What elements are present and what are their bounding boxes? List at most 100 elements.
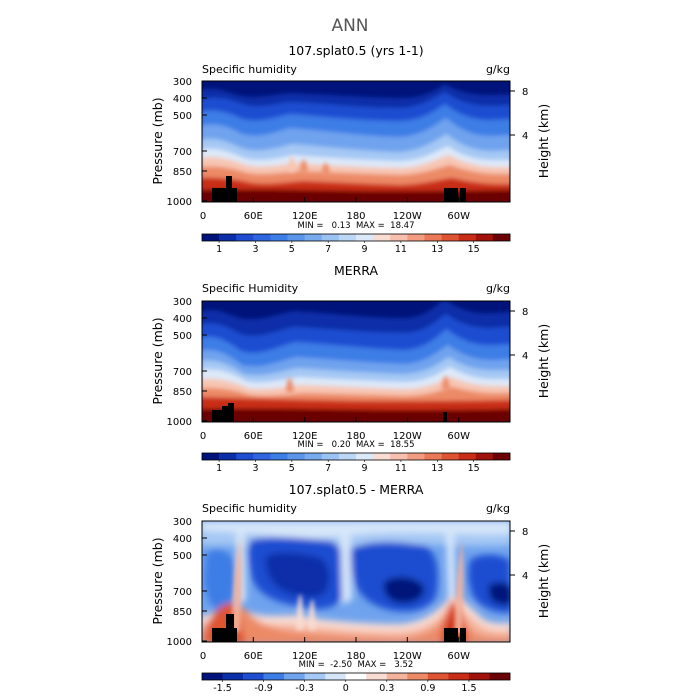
y-tick-label: 300 xyxy=(173,517,192,528)
colorbar-box xyxy=(356,453,374,460)
colorbar-box xyxy=(222,673,244,680)
colorbar-label: 15 xyxy=(468,463,480,474)
colorbar-box xyxy=(366,673,388,680)
colorbar-frame xyxy=(201,233,511,242)
topography-mask xyxy=(212,403,447,422)
x-tick-label: 60E xyxy=(244,431,263,442)
humidity-plumes xyxy=(288,156,330,174)
height-tick-label: 8 xyxy=(522,87,528,98)
topography-mask xyxy=(212,614,466,642)
colorbar-box xyxy=(236,234,254,241)
colorbar-box xyxy=(321,453,340,460)
y-tick-label: 1000 xyxy=(167,197,192,208)
colorbar-label: 9 xyxy=(362,244,368,255)
neg-core-warm-pool xyxy=(265,552,330,598)
y-tick-label: 500 xyxy=(173,331,192,342)
x-tick-label: 180 xyxy=(346,431,365,442)
x-tick-label: 120W xyxy=(393,211,422,222)
colorbar-label: -0.9 xyxy=(254,683,273,694)
colorbar-box xyxy=(492,453,511,460)
colorbar-box xyxy=(468,673,490,680)
contour-field xyxy=(202,521,510,642)
units-label: g/kg xyxy=(486,282,510,295)
y-tick-label: 500 xyxy=(173,111,192,122)
panel-title: MERRA xyxy=(334,263,379,278)
colorbar-frame xyxy=(201,452,511,461)
colorbar-box xyxy=(448,673,470,680)
colorbar-label: 11 xyxy=(395,244,407,255)
x-tick-label: 120W xyxy=(393,431,422,442)
colorbar-label: 11 xyxy=(395,463,407,474)
colorbar-label: 1 xyxy=(216,463,222,474)
panel-title: 107.splat0.5 - MERRA xyxy=(289,482,424,497)
colorbar-box xyxy=(270,453,288,460)
x-axis: 0 60E 120E 180 120W 60W xyxy=(200,197,470,222)
y-tick-label: 1000 xyxy=(167,637,192,648)
x-tick-label: 120E xyxy=(292,211,317,222)
neg-region-indian xyxy=(204,549,236,613)
colorbar-box xyxy=(373,453,391,460)
x-axis: 0 60E 120E 180 120W 60W xyxy=(200,637,470,662)
y-tick-label: 400 xyxy=(173,94,192,105)
colorbar-box xyxy=(475,234,494,241)
x-tick-label: 0 xyxy=(200,431,206,442)
y-tick-label: 500 xyxy=(173,551,192,562)
panel-model: 107.splat0.5 (yrs 1-1) Specific humidity… xyxy=(150,43,551,255)
colorbar-box xyxy=(219,453,237,460)
x-tick-label: 60E xyxy=(244,651,263,662)
neg-core-pacific xyxy=(383,577,425,604)
colorbar-box xyxy=(345,673,367,680)
y-axis-title: Pressure (mb) xyxy=(150,97,165,184)
near-zero-columns xyxy=(236,530,456,604)
colorbar-box xyxy=(287,453,305,460)
colorbar-box xyxy=(407,673,429,680)
colorbar-box xyxy=(304,453,323,460)
y-axis-right-title: Height (km) xyxy=(536,544,551,618)
colorbar-label: 7 xyxy=(325,463,331,474)
x-tick-label: 0 xyxy=(200,211,206,222)
y-axis-title: Pressure (mb) xyxy=(150,537,165,624)
colorbar-box xyxy=(284,673,305,680)
colorbar-label: 13 xyxy=(431,244,443,255)
colorbar-box xyxy=(427,673,449,680)
colorbar-box xyxy=(338,453,357,460)
y-tick-label: 700 xyxy=(173,147,192,158)
y-axis-right-title: Height (km) xyxy=(536,104,551,178)
colorbar-box xyxy=(475,453,494,460)
height-tick-label: 4 xyxy=(522,571,528,582)
min-max-stats: MIN = -2.50 MAX = 3.52 xyxy=(299,660,414,670)
colorbar-box xyxy=(202,673,223,680)
min-max-stats: MIN = 0.13 MAX = 18.47 xyxy=(298,221,415,231)
colorbar-box xyxy=(219,234,237,241)
colorbar: 1 3 5 7 9 11 13 15 xyxy=(201,233,511,255)
y-tick-label: 700 xyxy=(173,367,192,378)
panel-merra: MERRA Specific Humidity g/kg xyxy=(150,263,551,474)
colorbar-box xyxy=(270,234,288,241)
near-zero-upper xyxy=(202,521,510,539)
colorbar-label: 9 xyxy=(362,463,368,474)
y-tick-label: 850 xyxy=(173,167,192,178)
x-tick-label: 120E xyxy=(292,431,317,442)
colorbar-box xyxy=(386,673,408,680)
colorbar-label: 15 xyxy=(468,244,480,255)
colorbar-label: 1 xyxy=(216,244,222,255)
y-tick-label: 850 xyxy=(173,607,192,618)
colorbar-box xyxy=(441,234,459,241)
panel-title: 107.splat0.5 (yrs 1-1) xyxy=(288,43,423,58)
y-axis-right: 8 4 xyxy=(510,307,528,362)
variable-label: Specific Humidity xyxy=(202,282,299,295)
x-tick-label: 60W xyxy=(447,431,470,442)
panel-difference: 107.splat0.5 - MERRA Specific humidity g… xyxy=(150,482,551,694)
colorbar-box xyxy=(287,234,305,241)
y-axis-left: 300 400 500 700 850 1000 xyxy=(167,297,207,428)
colorbar-label: 3 xyxy=(252,244,258,255)
x-tick-label: 180 xyxy=(346,651,365,662)
x-tick-label: 180 xyxy=(346,211,365,222)
topography-mask xyxy=(212,176,466,202)
colorbar-box xyxy=(325,673,347,680)
colorbar-box xyxy=(458,234,477,241)
colorbar-box xyxy=(390,234,408,241)
difference-streaks xyxy=(232,538,464,634)
height-tick-label: 4 xyxy=(522,351,528,362)
colorbar-box xyxy=(407,234,425,241)
